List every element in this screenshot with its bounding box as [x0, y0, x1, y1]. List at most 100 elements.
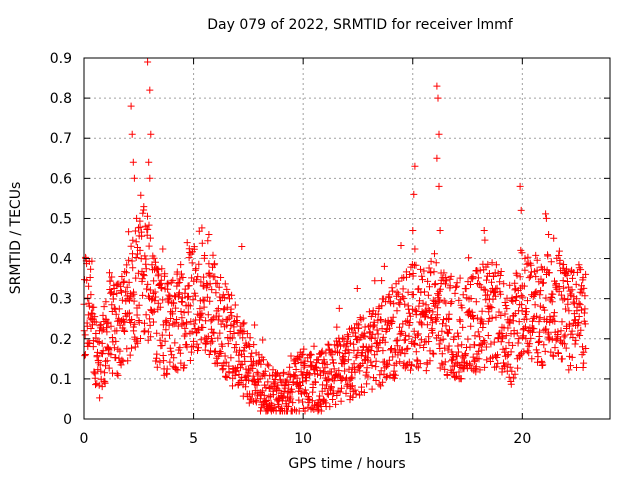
data-point	[579, 343, 586, 351]
data-point	[175, 290, 183, 298]
y-tick-label: 0.6	[50, 171, 72, 187]
data-point	[166, 331, 173, 339]
data-point	[435, 291, 442, 299]
data-point	[429, 329, 437, 337]
data-point	[533, 312, 541, 320]
y-tick-label: 0.9	[50, 51, 72, 67]
data-point	[559, 277, 567, 285]
data-point	[221, 280, 229, 288]
data-point	[153, 329, 161, 337]
data-point	[125, 228, 133, 236]
data-point	[516, 351, 524, 359]
data-point	[170, 354, 178, 362]
data-point	[420, 267, 428, 275]
data-point	[355, 324, 363, 332]
data-point	[428, 319, 436, 327]
data-point	[313, 359, 321, 367]
data-point	[552, 280, 560, 288]
data-point	[551, 317, 559, 325]
data-point	[423, 321, 431, 329]
data-point	[166, 344, 174, 352]
data-point	[329, 356, 337, 364]
data-point	[515, 335, 523, 343]
data-point	[533, 266, 541, 274]
data-point	[127, 242, 135, 250]
data-point	[498, 330, 506, 337]
data-point	[96, 361, 104, 369]
data-point	[561, 340, 569, 348]
data-point	[319, 395, 327, 403]
data-point	[419, 299, 427, 307]
data-point	[506, 363, 514, 371]
data-point	[387, 299, 395, 307]
data-point	[232, 366, 240, 374]
data-point	[492, 363, 500, 371]
data-point	[121, 328, 129, 335]
data-point	[197, 336, 205, 344]
data-point	[581, 292, 589, 300]
data-point	[171, 339, 179, 347]
data-point	[434, 304, 442, 312]
data-point	[161, 337, 169, 345]
data-point	[511, 279, 519, 287]
data-point	[178, 294, 186, 302]
data-point	[389, 313, 397, 321]
data-point	[558, 318, 566, 326]
data-point	[483, 276, 490, 284]
data-point	[98, 383, 106, 391]
data-point	[113, 370, 121, 378]
data-point	[107, 322, 115, 330]
data-point	[337, 373, 344, 381]
data-point	[146, 321, 154, 329]
data-point	[364, 373, 372, 381]
data-point	[527, 261, 535, 269]
data-point	[341, 357, 349, 365]
data-point	[96, 394, 104, 402]
data-point	[478, 307, 486, 315]
data-point	[287, 395, 295, 403]
data-point	[250, 341, 258, 349]
data-point	[492, 292, 500, 300]
data-point	[525, 349, 533, 357]
data-point	[582, 345, 590, 352]
data-point	[180, 309, 188, 317]
data-point	[318, 347, 326, 355]
data-point	[480, 285, 488, 293]
data-point	[230, 330, 238, 337]
data-point	[573, 295, 581, 303]
data-point	[445, 310, 453, 318]
data-point	[385, 291, 393, 299]
data-point	[503, 305, 511, 313]
data-point	[219, 317, 227, 325]
data-point	[276, 372, 284, 380]
data-point	[532, 251, 540, 259]
data-point	[409, 272, 417, 280]
data-point	[400, 294, 408, 302]
data-point	[319, 360, 327, 367]
data-point	[103, 357, 111, 365]
data-point	[127, 319, 135, 326]
data-point	[562, 305, 570, 313]
data-point	[292, 366, 300, 373]
data-point	[332, 400, 340, 408]
data-point	[251, 321, 259, 329]
data-point	[283, 376, 291, 384]
data-point	[422, 367, 430, 375]
data-point	[333, 323, 341, 331]
data-point	[564, 283, 572, 291]
data-point	[231, 301, 239, 309]
data-point	[452, 283, 460, 291]
data-point	[459, 323, 467, 331]
data-point	[262, 384, 270, 392]
data-point	[343, 331, 351, 339]
data-point	[199, 296, 207, 304]
data-point	[157, 284, 165, 291]
data-point	[260, 356, 267, 364]
data-point	[176, 275, 184, 283]
data-point	[263, 360, 271, 368]
data-point	[291, 406, 298, 414]
data-point	[339, 334, 347, 342]
data-point	[401, 300, 409, 308]
data-point	[136, 223, 144, 231]
data-point	[540, 341, 548, 349]
